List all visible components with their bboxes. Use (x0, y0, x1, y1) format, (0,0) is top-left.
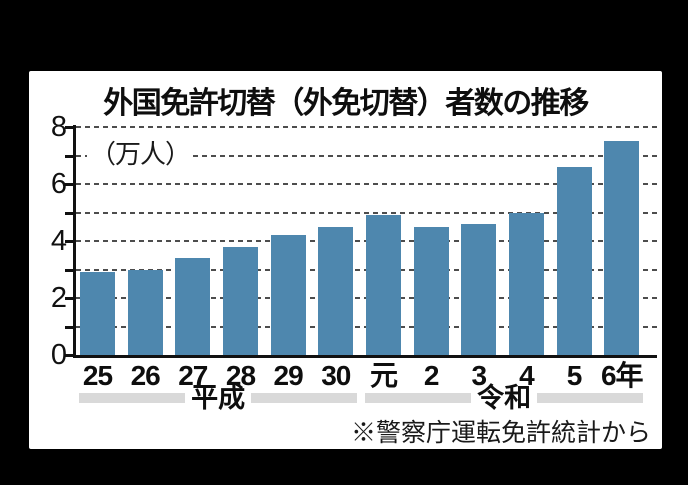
bar-26 (127, 269, 163, 355)
y-tick-5 (65, 211, 73, 215)
y-tick-label-6: 6 (50, 168, 67, 200)
bar-6年 (604, 141, 640, 355)
y-tick-label-2: 2 (50, 282, 67, 314)
gridline-7 (76, 154, 657, 157)
bar-27 (175, 258, 211, 355)
y-tick-2 (65, 297, 73, 300)
gridline-5 (76, 211, 657, 214)
x-tick-label-26: 26 (130, 360, 161, 391)
x-tick-label-27: 27 (178, 360, 208, 391)
x-tick-label-6年: 6年 (600, 360, 644, 391)
bar-29 (270, 235, 306, 355)
y-axis-line (73, 125, 76, 358)
bar-4 (508, 212, 544, 355)
y-tick-1 (65, 325, 73, 329)
x-tick-label-元: 元 (369, 360, 398, 391)
y-axis-unit-label: （万人） (87, 134, 194, 171)
chart-panel: 外国免許切替（外免切替）者数の推移 （万人） 0 2 4 6 8 25 26 27 28 29 30… (29, 71, 662, 449)
bar-元 (365, 215, 401, 355)
bar-28 (222, 246, 258, 355)
era-label-1: 平成 (185, 384, 252, 412)
x-tick-label-28: 28 (225, 360, 256, 391)
y-tick-label-8: 8 (50, 111, 67, 143)
era-label-2: 令和 (471, 384, 538, 412)
gridline-8 (76, 126, 657, 128)
y-tick-8 (65, 126, 73, 129)
y-tick-3 (65, 268, 73, 272)
x-tick-label-2: 2 (423, 360, 440, 391)
x-tick-label-3: 3 (471, 360, 487, 391)
y-tick-4 (65, 240, 73, 243)
y-tick-0 (65, 354, 73, 357)
bar-30 (318, 226, 354, 355)
bar-3 (461, 223, 497, 355)
x-tick-label-29: 29 (273, 360, 304, 391)
bar-5 (556, 166, 592, 355)
y-tick-7 (65, 154, 73, 158)
chart-title: 外国免許切替（外免切替）者数の推移 (103, 87, 589, 120)
source-note: ※警察庁運転免許統計から (350, 420, 651, 447)
y-tick-label-4: 4 (50, 225, 67, 257)
bar-25 (80, 272, 115, 355)
x-axis-line (73, 355, 657, 358)
y-tick-6 (65, 183, 73, 186)
gridline-6 (76, 183, 657, 185)
bar-2 (413, 226, 449, 355)
x-tick-label-30: 30 (321, 360, 351, 391)
y-tick-label-0: 0 (50, 339, 67, 371)
x-tick-label-4: 4 (519, 360, 535, 391)
x-tick-label-25: 25 (82, 360, 113, 391)
x-tick-label-5: 5 (566, 360, 583, 391)
